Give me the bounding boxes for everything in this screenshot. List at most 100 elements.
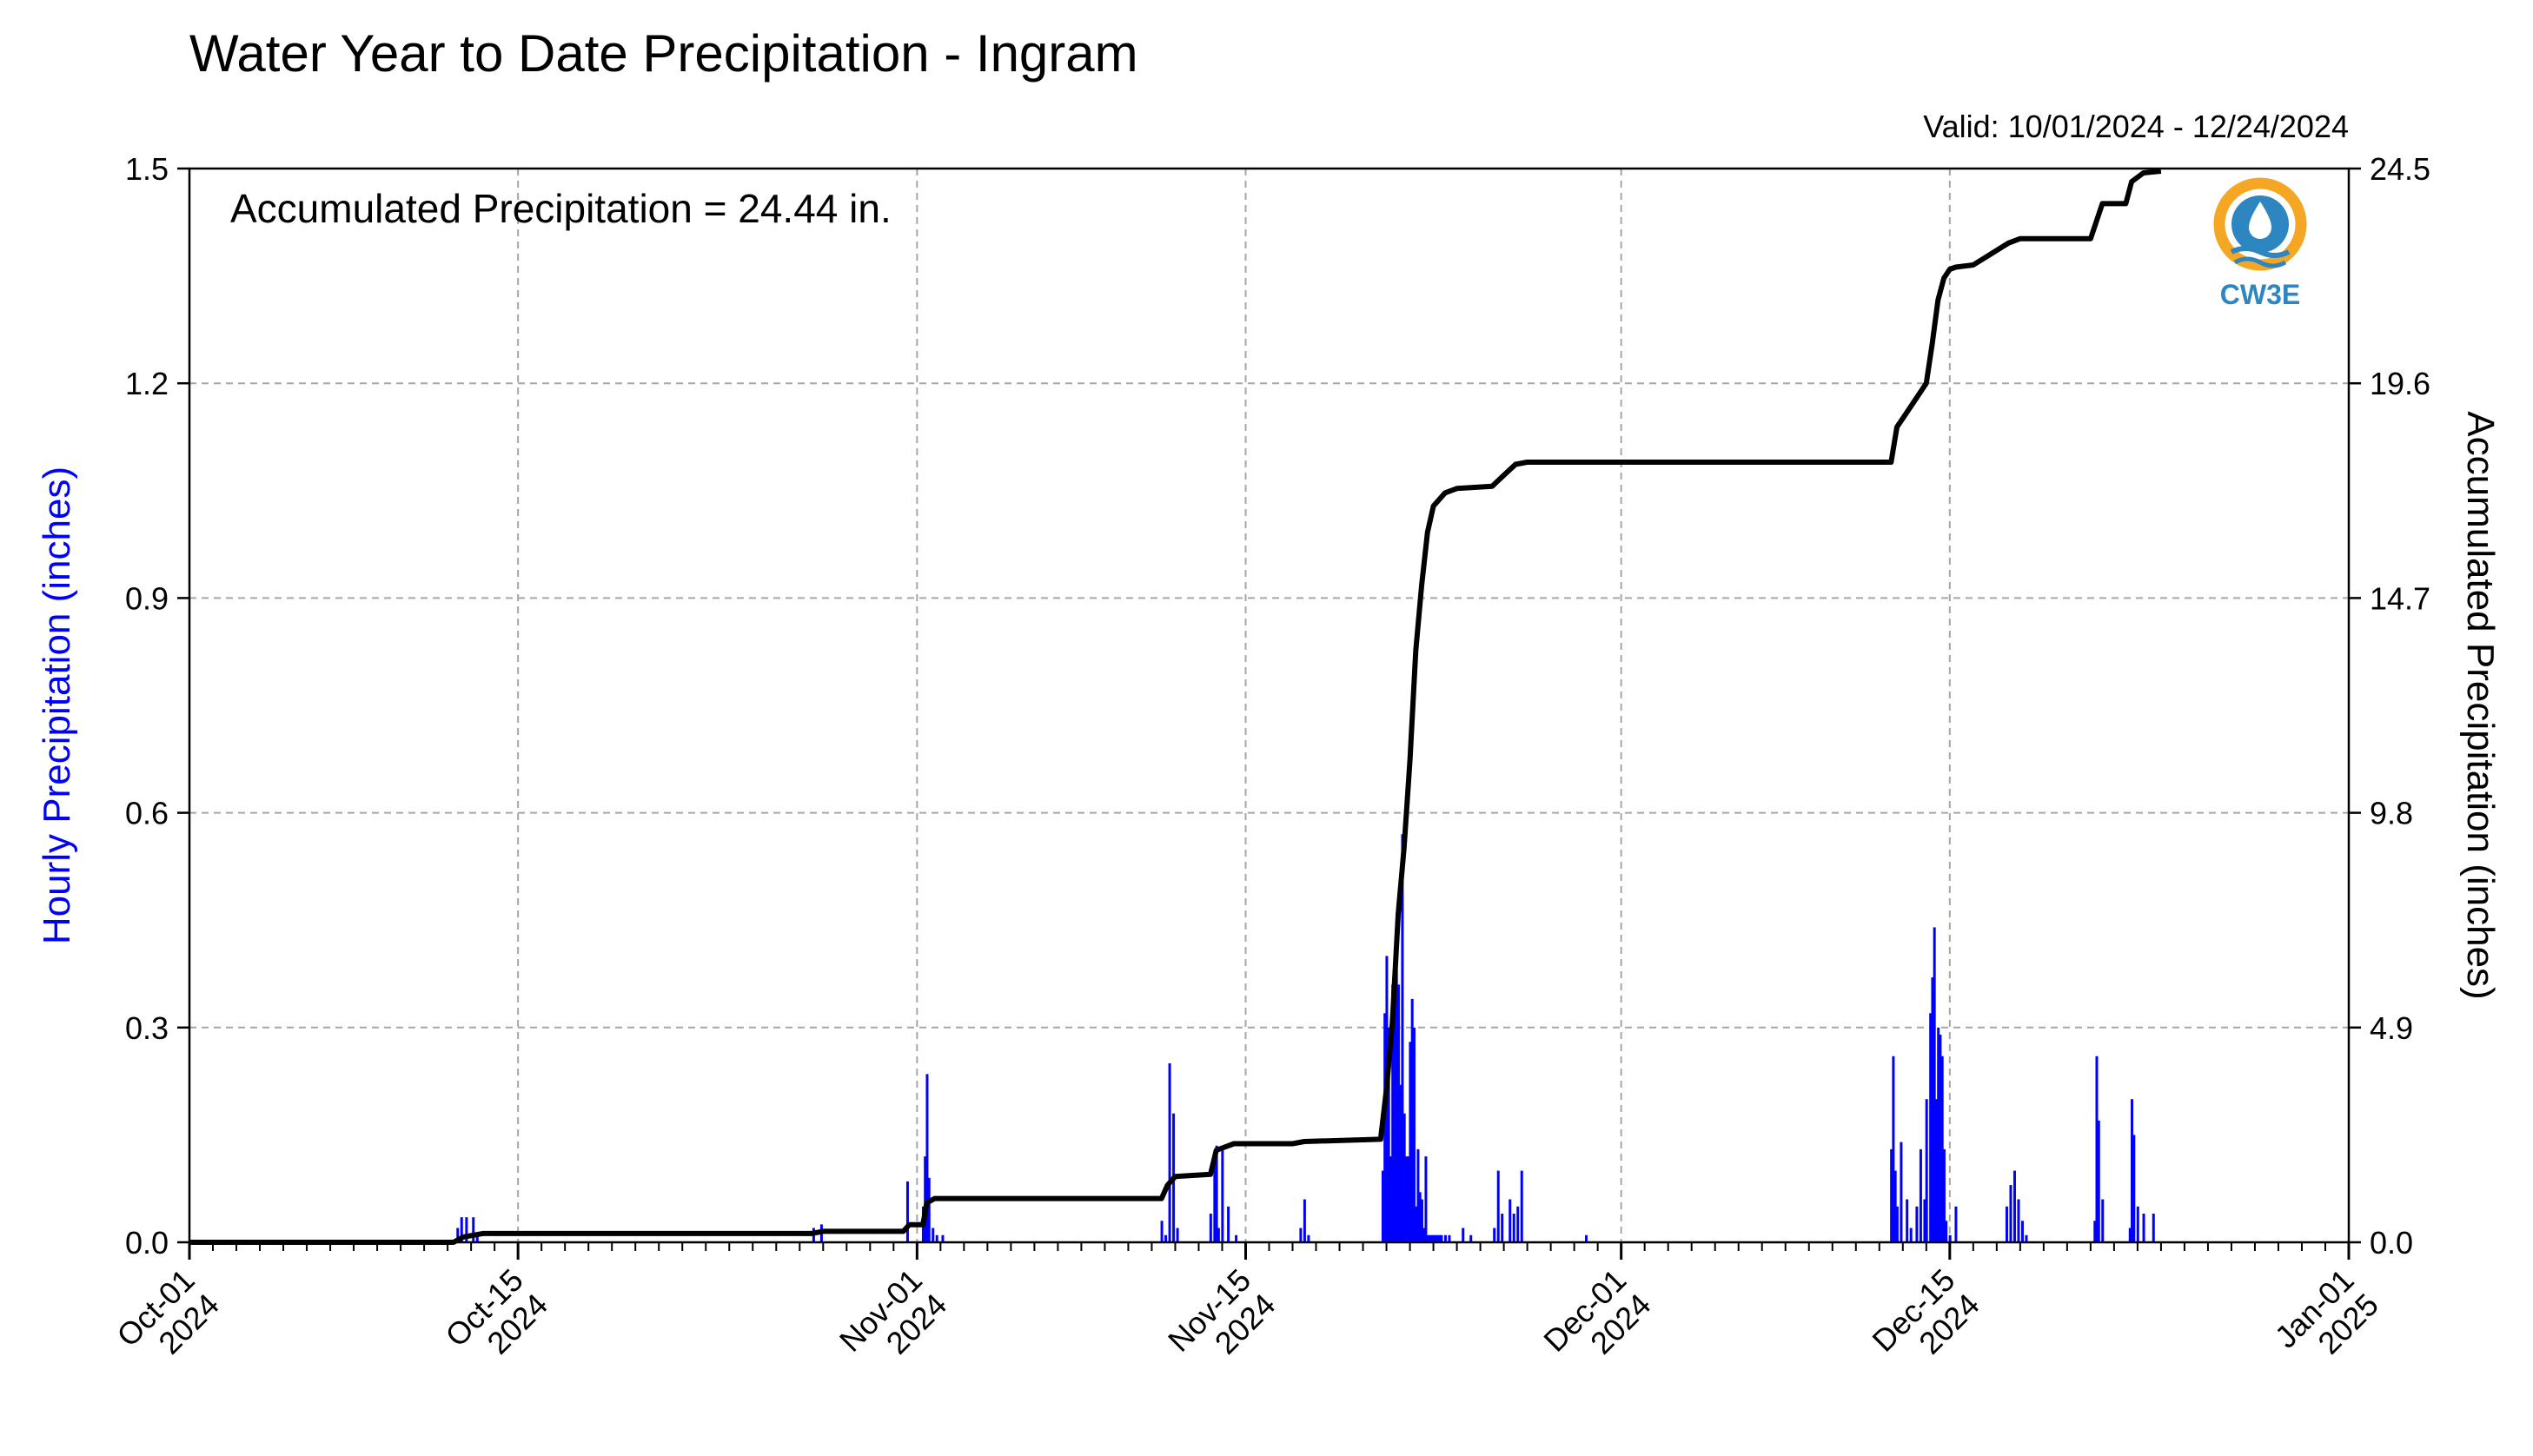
hourly-precipitation-bars [456,834,2155,1242]
precip-bar [465,1217,468,1242]
precip-bar [2142,1214,2145,1242]
precip-bar [905,1181,909,1242]
precip-bar [1409,1042,1412,1242]
precip-bar [2097,1120,2100,1242]
precip-bar [2132,1135,2136,1242]
precip-bar [1895,1206,1899,1242]
precip-bar [2020,1221,2024,1242]
y2-tick-label: 24.5 [2370,151,2430,187]
y-tick-label: 0.6 [125,796,169,831]
precip-bar [2095,1056,2099,1242]
y-tick-label: 1.2 [125,366,169,401]
precip-bar [1410,998,1414,1242]
precip-bar [1929,1013,1933,1242]
precip-bar [1520,1170,1523,1242]
precip-bar [1168,1063,1171,1242]
precip-bar [1407,1156,1410,1242]
precip-bar [1399,1084,1402,1242]
precip-bar [1462,1228,1465,1242]
precip-bar [1942,1148,1946,1242]
precip-bar [1227,1206,1230,1242]
precip-bar [2009,1185,2012,1242]
precip-bar [1404,1156,1408,1242]
precip-bar [1299,1228,1303,1242]
precip-bar [1469,1234,1473,1242]
precip-bar [925,1074,929,1242]
precip-bar [1493,1228,1496,1242]
precip-bar [1418,1192,1422,1242]
precip-bar [1415,1206,1418,1242]
precip-bar [1209,1214,1212,1242]
precip-bar [1954,1206,1958,1242]
precip-bar [1512,1214,1515,1242]
precip-bar [472,1217,475,1242]
precip-bar [2128,1228,2132,1242]
precip-bar [1426,1234,1429,1242]
precip-bar [1939,1035,1942,1242]
precip-bar [1412,1027,1416,1242]
precip-bar [1925,1099,1928,1242]
precip-bar [475,1234,479,1242]
precip-bar [1892,1056,1895,1242]
precip-bar [1915,1206,1919,1242]
precip-bar [1235,1234,1238,1242]
y2-tick-label: 14.7 [2370,580,2430,616]
accumulated-precipitation-line [189,169,2162,1245]
precip-bar [2101,1199,2105,1242]
precip-bar [1906,1199,1909,1242]
precip-bar [1440,1234,1443,1242]
precip-bar [1438,1234,1442,1242]
precip-bar [1432,1234,1436,1242]
precip-bar [1909,1228,1913,1242]
precip-bar [1387,1027,1390,1242]
precip-bar [1383,1013,1387,1242]
precip-bar [1176,1228,1179,1242]
precip-bar [1213,1156,1217,1242]
precip-bar [927,1177,931,1242]
precip-bar [2017,1199,2020,1242]
precip-bar [2093,1221,2097,1242]
precip-bar [2131,1099,2134,1242]
precip-bar [1934,1099,1938,1242]
precip-bar [2136,1206,2139,1242]
precip-bar [460,1217,463,1242]
precip-bar [2012,1170,2016,1242]
precip-bar [1945,1221,1948,1242]
precip-bar [1443,1234,1447,1242]
precip-bar [1401,834,1404,1242]
y-tick-label: 0.9 [125,580,169,616]
y2-tick-label: 9.8 [2370,796,2413,831]
left-y-axis: 0.0 0.3 0.6 0.9 1.2 1.5 [125,151,189,1261]
precip-bar [1893,1170,1897,1242]
precip-bar [1160,1221,1164,1242]
y2-tick-label: 19.6 [2370,366,2430,401]
precip-bar [1307,1234,1310,1242]
precip-bar [932,1228,935,1242]
precip-bar [1948,1234,1952,1242]
precip-bar [1890,1148,1893,1242]
precip-bar [1496,1170,1500,1242]
precip-bar [1393,1013,1396,1242]
cw3e-logo-text: CW3E [2220,279,2300,310]
precip-bar [1395,970,1398,1242]
precip-bar [1585,1234,1588,1242]
precip-bar [1422,1228,1426,1242]
y2-tick-label: 4.9 [2370,1010,2413,1046]
precip-bar [1940,1056,1944,1242]
y-tick-label: 0.0 [125,1225,169,1261]
precip-bar [1428,1234,1431,1242]
precip-bar [1389,1156,1392,1242]
precip-bar [2025,1234,2028,1242]
precip-bar [1391,984,1395,1242]
precip-bar [1448,1234,1451,1242]
precip-bar [1420,1199,1423,1242]
precip-bar [1919,1148,1922,1242]
water-drop-sun-logo [2213,177,2307,271]
precip-bar [1416,1148,1420,1242]
